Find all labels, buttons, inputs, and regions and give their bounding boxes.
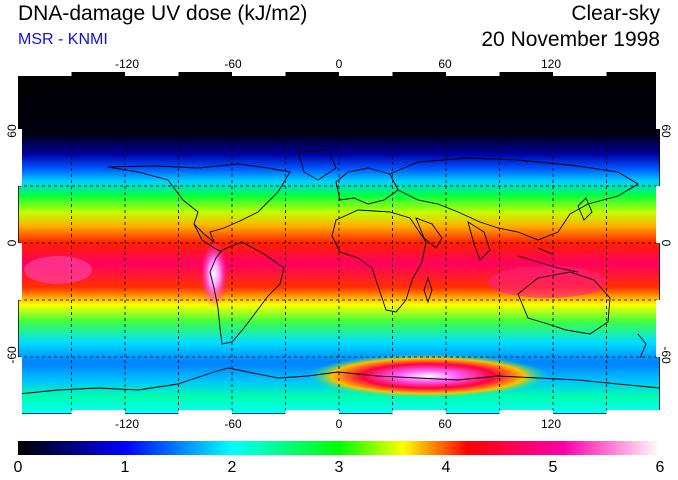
left-lat-tick: 60: [5, 124, 19, 138]
colorbar-label: 5: [548, 459, 558, 476]
andes-uv-maximum: [200, 240, 228, 308]
left-lat-tick: -60: [5, 346, 19, 364]
top-lon-tick: -120: [114, 57, 140, 71]
graticule: [18, 72, 660, 414]
source-label: MSR - KNMI: [18, 31, 108, 48]
left-lat-tick: 0: [5, 239, 19, 247]
uv-dose-map: [18, 72, 660, 414]
bottom-lon-tick: -60: [224, 417, 242, 431]
colorbar: [18, 441, 660, 455]
bottom-lon-tick: 120: [540, 417, 562, 431]
colorbar-label: 3: [334, 459, 344, 476]
top-lon-tick: 0: [335, 57, 343, 71]
right-lat-tick: 60: [659, 124, 673, 138]
tropical-high-uv: [488, 266, 608, 298]
top-lon-tick: 60: [438, 57, 452, 71]
antarctic-uv-maximum: [308, 354, 548, 398]
colorbar-label: 4: [441, 459, 451, 476]
map-frame: [18, 72, 660, 414]
top-lon-tick: 120: [540, 57, 562, 71]
right-lat-tick: -60: [659, 346, 673, 364]
colorbar-label: 2: [227, 459, 237, 476]
bottom-lon-tick: 0: [335, 417, 343, 431]
date-label: 20 November 1998: [481, 28, 660, 51]
colorbar-label: 6: [655, 459, 665, 476]
bottom-lon-tick: -120: [114, 417, 140, 431]
sky-condition-label: Clear-sky: [571, 2, 660, 25]
colorbar-label: 1: [120, 459, 130, 476]
tropical-high-uv: [24, 256, 92, 284]
chart-title: DNA-damage UV dose (kJ/m2): [18, 2, 308, 25]
right-lat-tick: 0: [659, 239, 673, 247]
coastlines: [18, 149, 660, 395]
top-lon-tick: -60: [224, 57, 242, 71]
colorbar-label: 0: [13, 459, 23, 476]
bottom-lon-tick: 60: [438, 417, 452, 431]
